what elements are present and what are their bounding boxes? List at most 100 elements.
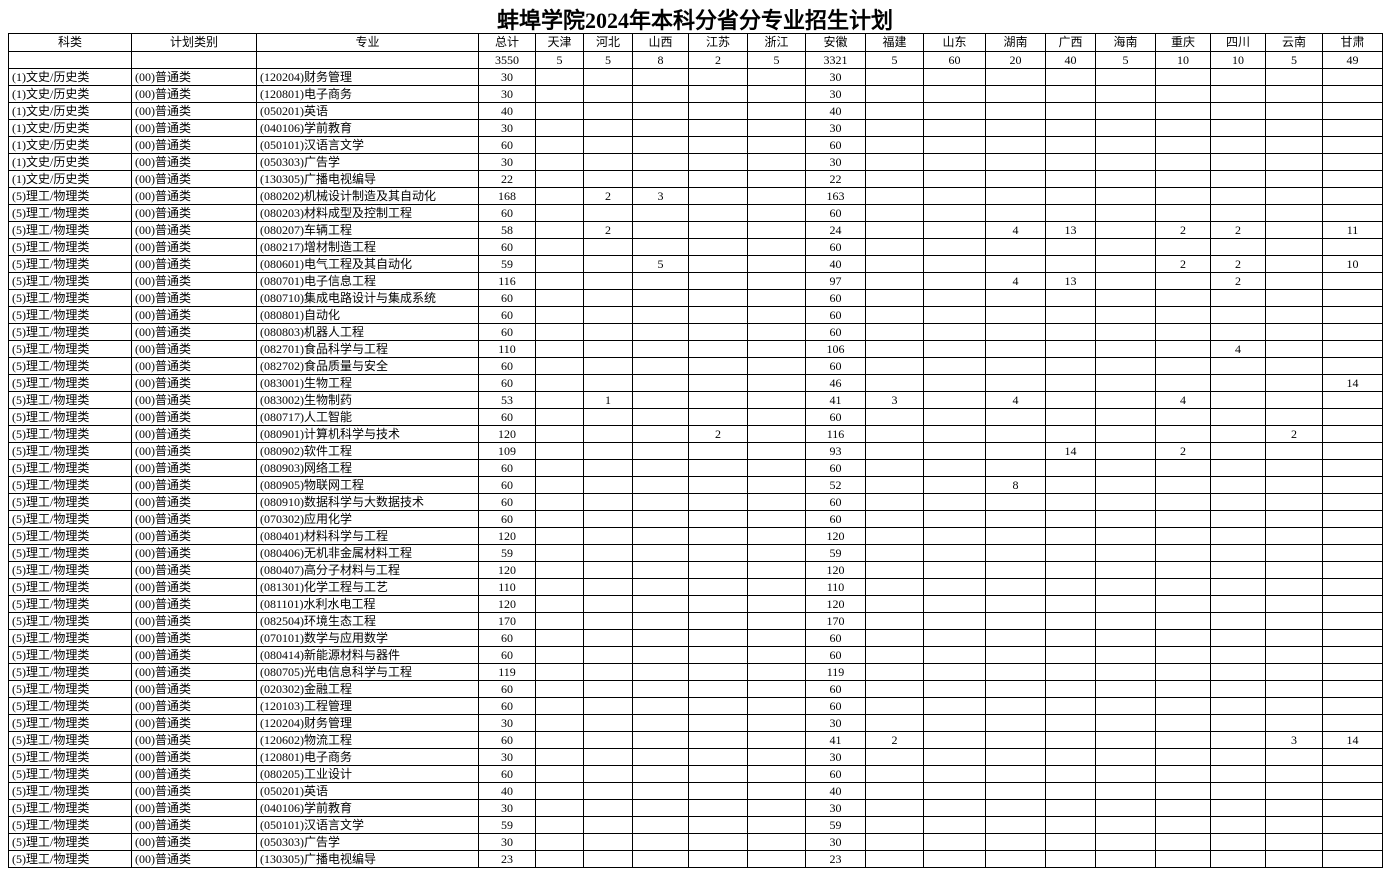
table-row: (1)文史/历史类 (00)普通类 (040106)学前教育 30 30: [8, 119, 1383, 137]
cell: 60: [478, 323, 536, 341]
cell: [923, 459, 986, 477]
cell: [583, 272, 633, 290]
cell: [1155, 544, 1211, 562]
cell: [865, 68, 924, 86]
cell: [535, 238, 584, 256]
column-header-14: 海南: [1095, 33, 1156, 52]
cell: [688, 850, 748, 868]
cell: (00)普通类: [131, 663, 257, 681]
column-header-5: 河北: [583, 33, 633, 52]
cell: [747, 663, 806, 681]
cell: [535, 544, 584, 562]
cell: [688, 442, 748, 460]
cell: [688, 527, 748, 545]
cell: [583, 680, 633, 698]
cell: [923, 697, 986, 715]
cell: [688, 323, 748, 341]
cell: [865, 119, 924, 137]
cell: [583, 170, 633, 188]
cell: [1045, 374, 1096, 392]
cell: 60: [478, 697, 536, 715]
cell: 60: [478, 459, 536, 477]
cell: (5)理工/物理类: [8, 442, 132, 460]
cell: 170: [805, 612, 866, 630]
cell: [1265, 850, 1323, 868]
cell: 30: [478, 85, 536, 103]
cell: [1045, 425, 1096, 443]
cell: (040106)学前教育: [256, 119, 479, 137]
cell: [535, 833, 584, 851]
cell: [923, 629, 986, 647]
cell: (080406)无机非金属材料工程: [256, 544, 479, 562]
cell: [1045, 680, 1096, 698]
cell: [632, 374, 689, 392]
cell: [923, 272, 986, 290]
table-row: (1)文史/历史类 (00)普通类 (120204)财务管理 30 30: [8, 68, 1383, 86]
cell: [1322, 204, 1383, 222]
page-title: 蚌埠学院2024年本科分省分专业招生计划: [496, 8, 893, 33]
cell: [865, 799, 924, 817]
cell: [923, 646, 986, 664]
cell: [1155, 340, 1211, 358]
cell: [1265, 663, 1323, 681]
cell: [923, 799, 986, 817]
cell: 30: [478, 714, 536, 732]
cell: 3: [865, 391, 924, 409]
cell: [747, 544, 806, 562]
cell: 3: [632, 187, 689, 205]
cell: [923, 493, 986, 511]
cell: [1265, 238, 1323, 256]
cell: [1265, 340, 1323, 358]
cell: 116: [805, 425, 866, 443]
cell: (00)普通类: [131, 646, 257, 664]
cell: [1095, 561, 1156, 579]
cell: [1045, 629, 1096, 647]
cell: [632, 204, 689, 222]
cell: [1265, 680, 1323, 698]
cell: 60: [805, 136, 866, 154]
cell: [1045, 510, 1096, 528]
cell: 60: [805, 408, 866, 426]
cell: [583, 85, 633, 103]
cell: [688, 578, 748, 596]
cell: [747, 289, 806, 307]
cell: [632, 493, 689, 511]
cell: 60: [805, 765, 866, 783]
cell: [985, 782, 1046, 800]
cell: [583, 816, 633, 834]
cell: [747, 272, 806, 290]
cell: 30: [805, 748, 866, 766]
cell: (00)普通类: [131, 68, 257, 86]
cell: (5)理工/物理类: [8, 646, 132, 664]
cell: [747, 85, 806, 103]
table-row: (5)理工/物理类 (00)普通类 (082702)食品质量与安全 60 60: [8, 357, 1383, 375]
cell: [865, 340, 924, 358]
cell: [535, 782, 584, 800]
cell: [985, 204, 1046, 222]
cell: [688, 238, 748, 256]
cell: 24: [805, 221, 866, 239]
cell: [1155, 459, 1211, 477]
cell: [1095, 493, 1156, 511]
cell: 30: [805, 68, 866, 86]
cell: [1210, 136, 1266, 154]
cell: (5)理工/物理类: [8, 493, 132, 511]
cell: [535, 204, 584, 222]
cell: [1210, 578, 1266, 596]
cell: (5)理工/物理类: [8, 765, 132, 783]
cell: [1095, 187, 1156, 205]
cell: 119: [478, 663, 536, 681]
cell: (082702)食品质量与安全: [256, 357, 479, 375]
cell: [688, 629, 748, 647]
cell: [1045, 187, 1096, 205]
cell: [923, 476, 986, 494]
cell: [1095, 799, 1156, 817]
cell: (00)普通类: [131, 102, 257, 120]
cell: [923, 323, 986, 341]
cell: [1095, 153, 1156, 171]
cell: [1322, 697, 1383, 715]
cell: [1045, 306, 1096, 324]
cell: [535, 119, 584, 137]
cell: [747, 306, 806, 324]
cell: [1095, 221, 1156, 239]
